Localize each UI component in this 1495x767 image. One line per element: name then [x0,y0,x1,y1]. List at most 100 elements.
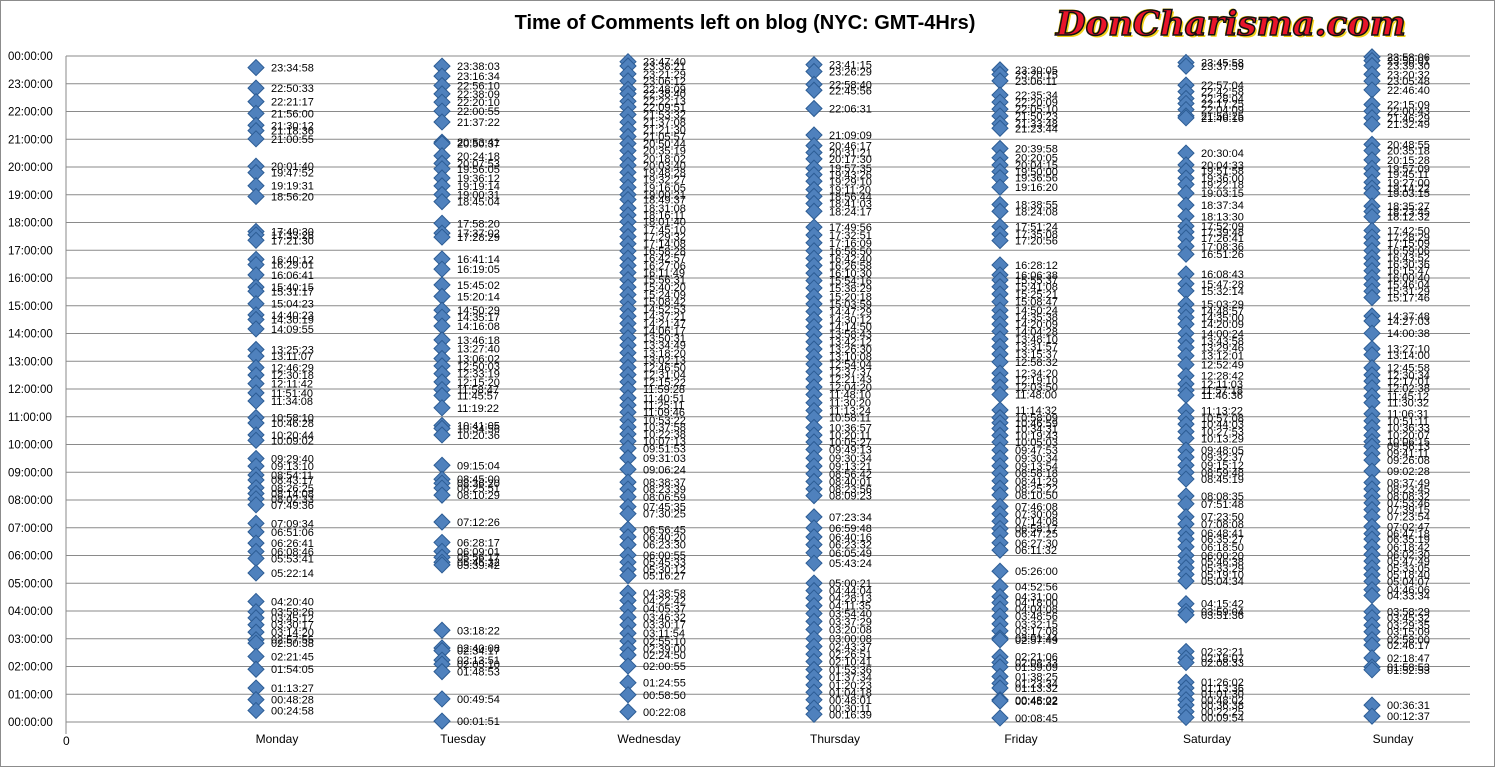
data-label: 01:24:55 [643,678,686,690]
data-label: 19:00:21 [643,190,686,202]
data-label: 04:18:00 [1015,598,1058,610]
data-label: 01:13:27 [271,683,314,695]
data-label: 23:58:06 [1387,52,1430,64]
data-label: 10:51:11 [1387,416,1429,428]
data-label: 05:19:10 [1201,569,1244,581]
data-label: 20:35:19 [643,146,686,158]
data-label: 02:08:33 [1201,658,1244,670]
data-point [433,426,451,444]
data-label: 11:57:18 [1201,385,1243,397]
data-label: 18:56:44 [829,191,872,203]
data-label: 16:10:30 [829,268,872,280]
data-label: 15:38:29 [829,283,872,295]
data-label: 17:14:08 [643,239,686,251]
data-point [805,554,823,572]
data-label: 18:13:30 [1201,211,1244,223]
data-label: 15:08:47 [1015,297,1058,309]
data-label: 19:57:35 [829,163,872,175]
y-tick-label: 09:00:00 [8,467,53,479]
data-label: 18:12:32 [1387,212,1430,224]
data-point [433,113,451,131]
data-label: 12:30:34 [1387,370,1430,382]
data-label: 23:34:58 [271,63,314,75]
y-axis-labels: 00:00:00 01:00:00 02:00:00 03:00:00 04:00:00… [8,51,53,729]
data-label: 12:15:20 [457,377,500,389]
data-label: 12:19:10 [1015,375,1058,387]
data-point [1177,606,1195,624]
data-label: 05:16:27 [643,571,686,583]
y-tick-label: 00:00:00 [8,717,53,729]
data-point [619,566,637,585]
data-label: 02:26:51 [829,649,872,661]
data-label: 12:34:20 [1015,368,1058,380]
data-label: 11:45:57 [457,390,499,402]
data-label: 23:21:29 [643,69,686,81]
data-label: 00:48:01 [829,695,872,707]
data-label: 23:26:29 [829,67,872,79]
data-label: 23:39:30 [1387,60,1430,72]
data-label: 13:46:18 [457,335,500,347]
y-tick-label: 22:00:00 [8,107,53,119]
data-label: 21:37:22 [457,117,500,129]
data-label: 03:11:54 [643,628,685,640]
data-label: 05:47:49 [1387,556,1430,568]
data-label: 13:10:08 [829,352,872,364]
data-label: 04:52:56 [1015,582,1058,594]
data-label: 03:58:26 [271,607,314,619]
data-label: 23:06:12 [643,76,686,88]
data-point [247,231,265,250]
data-point [247,431,265,450]
data-label: 13:25:23 [271,345,314,357]
data-label: 01:13:32 [1015,683,1058,695]
data-label: 22:20:09 [1015,97,1058,109]
y-tick-label: 21:00:00 [8,134,53,146]
data-label: 10:58:11 [829,413,871,425]
data-label: 11:46:36 [1201,390,1243,402]
data-label: 15:56:31 [643,275,686,287]
y-tick-label: 16:00:00 [8,273,53,285]
data-label: 10:58:10 [271,413,314,425]
data-label: 13:34:49 [643,340,686,352]
data-label: 12:52:49 [1201,360,1244,372]
data-label: 02:55:10 [643,636,686,648]
data-label: 18:16:11 [643,210,685,222]
data-label: 00:24:58 [271,705,314,717]
data-label: 11:13:24 [829,406,871,418]
data-label: 08:26:25 [271,483,314,495]
data-label: 20:30:04 [1201,148,1244,160]
data-label: 18:24:08 [1015,206,1058,218]
data-label: 15:31:29 [1387,286,1430,298]
data-label: 07:45:35 [643,502,686,514]
data-label: 19:36:00 [1201,173,1244,185]
data-label: 22:28:04 [1201,94,1244,106]
data-label: 14:06:17 [643,326,686,338]
data-label: 23:38:03 [457,61,500,73]
data-label: 07:39:15 [1387,505,1430,517]
data-label: 23:47:40 [643,57,686,69]
data-label: 02:57:49 [1015,635,1058,647]
data-label: 21:37:08 [643,117,686,129]
data-label: 05:22:14 [271,568,314,580]
y-tick-label: 18:00:00 [8,218,53,230]
data-label: 10:20:44 [271,430,314,442]
data-label: 07:23:34 [829,512,872,524]
data-label: 17:42:50 [1387,225,1430,237]
data-label: 20:46:17 [829,141,872,153]
data-label: 14:48:57 [1201,306,1244,318]
data-label: 08:36:20 [457,478,500,490]
data-label: 09:48:05 [1201,445,1244,457]
data-label: 16:11:49 [643,268,685,280]
data-label: 06:00:55 [643,550,686,562]
data-points: 23:34:58 22:50:33 22:21:1721:56:0021:30:12… [247,48,1430,730]
data-label: 14:50:29 [457,305,500,317]
data-label: 02:13:51 [457,655,500,667]
data-point [247,187,265,206]
data-label: 03:14:20 [271,627,314,639]
data-label: 10:57:08 [1201,413,1244,425]
data-label: 14:27:03 [1387,316,1430,328]
data-label: 11:45:12 [1387,391,1429,403]
data-point [991,541,1009,559]
data-label: 01:01:30 [1201,689,1244,701]
data-label: 03:45:12 [271,613,314,625]
